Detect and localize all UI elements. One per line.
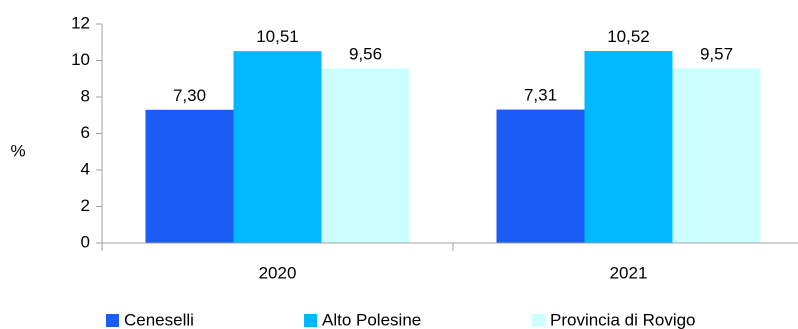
data-label: 9,57 (700, 44, 733, 63)
bar-ceneselli-2020 (145, 109, 234, 244)
y-axis: 0 2 4 6 8 10 12 (71, 13, 103, 251)
legend-swatch-ceneselli (106, 314, 119, 327)
x-axis: 2020 2021 (101, 242, 798, 282)
y-tick-label: 8 (81, 86, 90, 105)
legend-label: Ceneselli (124, 310, 194, 329)
bar-alto-polesine-2020 (233, 51, 322, 243)
bar-provincia-di-rovigo-2020 (321, 68, 410, 243)
bar-ceneselli-2021 (496, 109, 585, 243)
x-tick-label: 2020 (259, 263, 297, 282)
data-label: 7,30 (173, 86, 206, 105)
legend-label: Provincia di Rovigo (550, 310, 696, 329)
y-axis-label: % (10, 141, 25, 160)
y-tick-label: 10 (71, 50, 90, 69)
y-tick-label: 0 (81, 232, 90, 251)
data-label: 7,31 (524, 86, 557, 105)
legend-swatch-provincia-di-rovigo (532, 314, 545, 327)
bars (145, 51, 761, 244)
y-tick-label: 12 (71, 13, 90, 32)
bar-alto-polesine-2021 (584, 51, 673, 244)
y-tick-label: 4 (81, 159, 90, 178)
legend-swatch-alto-polesine (304, 314, 317, 327)
data-label: 10,52 (607, 27, 650, 46)
legend: Ceneselli Alto Polesine Provincia di Rovig… (106, 310, 696, 329)
legend-label: Alto Polesine (322, 310, 421, 329)
data-label: 10,51 (256, 27, 299, 46)
y-tick-label: 6 (81, 123, 90, 142)
bar-provincia-di-rovigo-2021 (672, 68, 761, 243)
data-label: 9,56 (349, 45, 382, 64)
y-tick-label: 2 (81, 196, 90, 215)
data-labels: 7,30 10,51 9,56 7,31 10,52 9,57 (173, 27, 733, 105)
x-tick-label: 2021 (610, 263, 648, 282)
